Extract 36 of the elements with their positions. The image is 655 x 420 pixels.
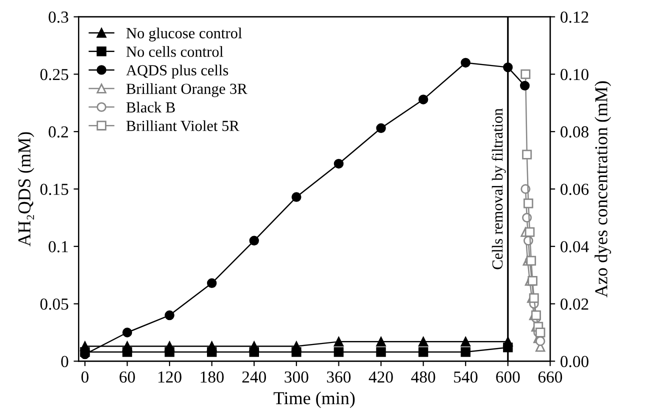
x-tick-label: 300 xyxy=(284,371,308,383)
y-tick-label: 0.25 xyxy=(40,68,68,80)
x-tick-label: 660 xyxy=(538,371,562,383)
x-tick-label: 600 xyxy=(496,371,520,383)
y-axis-title: AH₂QDS (mM) xyxy=(18,132,34,246)
legend-label: Brilliant Orange 3R xyxy=(126,83,248,98)
y-tick-label: 0.1 xyxy=(48,241,68,252)
x-tick-label: 360 xyxy=(327,371,351,383)
y2-tick-label: 0.00 xyxy=(560,356,588,368)
legend-label: Brilliant Violet 5R xyxy=(126,120,240,132)
y2-tick-label: 0.06 xyxy=(560,184,589,196)
x-axis-title: Time (min) xyxy=(274,392,355,408)
y-tick-label: 0.2 xyxy=(48,126,68,138)
legend-label: Black B xyxy=(126,102,175,113)
x-tick-label: 0 xyxy=(81,371,88,383)
x-tick-label: 120 xyxy=(158,371,182,383)
y2-tick-label: 0.02 xyxy=(560,298,588,310)
y2-axis-title: Azo dyes concentration (mM) xyxy=(594,81,612,298)
x-tick-label: 420 xyxy=(368,371,393,383)
y2-tick-label: 0.10 xyxy=(560,68,588,80)
ref-line-label: Cells removal by filtration xyxy=(492,108,506,270)
y2-tick-label: 0.08 xyxy=(560,126,588,138)
y2-tick-label: 0.12 xyxy=(560,12,588,23)
y-tick-label: 0.15 xyxy=(40,184,68,196)
x-tick-label: 480 xyxy=(411,371,436,383)
x-tick-label: 240 xyxy=(242,371,266,383)
legend-label: No glucose control xyxy=(126,28,242,42)
legend-label: AQDS plus cells xyxy=(126,64,228,79)
legend-label: No cells control xyxy=(126,46,224,57)
x-tick-label: 180 xyxy=(200,371,224,383)
y-tick-label: 0 xyxy=(61,356,68,368)
y2-tick-label: 0.04 xyxy=(560,241,589,252)
x-tick-label: 540 xyxy=(454,371,478,383)
y-tick-label: 0.3 xyxy=(48,12,68,23)
y-tick-label: 0.05 xyxy=(40,298,68,310)
x-tick-label: 60 xyxy=(120,371,135,383)
